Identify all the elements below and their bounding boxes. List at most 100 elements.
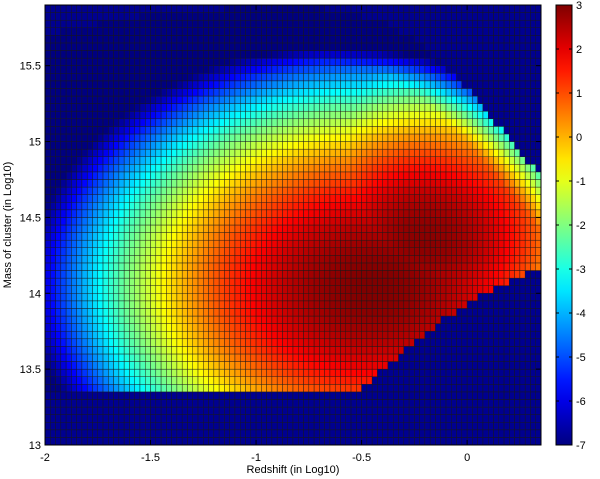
heatmap-cell [86, 247, 93, 256]
heatmap-cell [414, 133, 420, 142]
heatmap-cell [371, 156, 378, 165]
heatmap-cell [234, 5, 241, 13]
heatmap-cell [313, 414, 320, 423]
heatmap-cell [208, 255, 215, 264]
heatmap-cell [150, 300, 157, 309]
heatmap-cell [466, 399, 473, 408]
heatmap-cell [340, 315, 346, 324]
heatmap-cell [160, 429, 167, 438]
heatmap-cell [398, 277, 405, 286]
heatmap-cell [181, 323, 188, 332]
heatmap-cell [366, 35, 373, 44]
heatmap-cell [229, 368, 236, 377]
heatmap-cell [240, 126, 246, 135]
heatmap-cell [408, 429, 415, 438]
heatmap-cell [224, 384, 230, 393]
heatmap-cell [345, 224, 352, 233]
heatmap-cell [176, 57, 183, 66]
heatmap-cell [382, 118, 389, 127]
heatmap-cell [445, 368, 452, 377]
heatmap-cell [139, 429, 146, 438]
heatmap-cell [213, 361, 220, 370]
heatmap-cell [255, 255, 262, 264]
heatmap-cell [50, 224, 56, 233]
heatmap-cell [213, 338, 220, 347]
heatmap-cell [60, 255, 67, 264]
heatmap-cell [134, 406, 141, 415]
heatmap-cell [166, 57, 172, 66]
heatmap-cell [92, 391, 98, 400]
heatmap-cell [102, 194, 109, 203]
heatmap-cell [197, 346, 204, 355]
heatmap-cell [271, 73, 278, 82]
heatmap-cell [377, 202, 383, 211]
heatmap-cell [440, 103, 447, 112]
heatmap-cell [150, 414, 157, 423]
heatmap-cell [371, 35, 378, 44]
heatmap-cell [366, 224, 373, 233]
heatmap-cell [266, 338, 273, 347]
heatmap-cell [203, 95, 209, 104]
heatmap-cell [240, 50, 246, 59]
heatmap-cell [472, 73, 478, 82]
heatmap-cell [350, 186, 357, 195]
heatmap-cell [245, 209, 252, 218]
heatmap-cell [282, 368, 288, 377]
heatmap-cell [150, 202, 157, 211]
heatmap-cell [387, 270, 394, 279]
heatmap-cell [350, 414, 357, 423]
heatmap-cell [250, 209, 257, 218]
heatmap-cell [482, 391, 489, 400]
heatmap-cell [366, 194, 373, 203]
heatmap-cell [113, 399, 120, 408]
heatmap-cell [461, 391, 468, 400]
heatmap-cell [451, 164, 457, 173]
heatmap-cell [234, 224, 241, 233]
heatmap-cell [466, 65, 473, 74]
heatmap-cell [139, 118, 146, 127]
heatmap-cell [334, 308, 341, 317]
heatmap-cell [382, 384, 389, 393]
heatmap-cell [65, 50, 72, 59]
heatmap-cell [250, 35, 257, 44]
heatmap-cell [461, 27, 468, 36]
heatmap-cell [213, 95, 220, 104]
heatmap-cell [218, 239, 225, 248]
heatmap-cell [319, 262, 325, 271]
heatmap-cell [55, 293, 62, 302]
heatmap-cell [50, 308, 56, 317]
heatmap-cell [171, 353, 178, 362]
heatmap-cell [176, 376, 183, 385]
heatmap-cell [329, 353, 336, 362]
heatmap-cell [171, 270, 178, 279]
heatmap-cell [276, 186, 283, 195]
heatmap-cell [150, 156, 157, 165]
heatmap-cell [208, 406, 215, 415]
heatmap-cell [266, 118, 273, 127]
heatmap-cell [171, 277, 178, 286]
heatmap-cell [393, 323, 399, 332]
heatmap-cell [118, 202, 125, 211]
heatmap-cell [86, 277, 93, 286]
heatmap-cell [482, 330, 489, 340]
heatmap-cell [160, 110, 167, 120]
heatmap-cell [377, 368, 383, 377]
heatmap-cell [65, 330, 72, 340]
heatmap-cell [145, 126, 151, 135]
heatmap-cell [334, 239, 341, 248]
heatmap-cell [123, 35, 130, 44]
heatmap-cell [435, 406, 441, 415]
heatmap-cell [414, 414, 420, 423]
heatmap-cell [145, 277, 151, 286]
heatmap-cell [498, 422, 505, 431]
heatmap-cell [292, 110, 299, 120]
heatmap-cell [276, 156, 283, 165]
heatmap-cell [139, 368, 146, 377]
heatmap-cell [55, 239, 62, 248]
heatmap-cell [171, 186, 178, 195]
heatmap-cell [255, 19, 262, 28]
heatmap-cell [419, 330, 426, 340]
heatmap-cell [203, 300, 209, 309]
heatmap-cell [334, 232, 341, 241]
heatmap-cell [213, 88, 220, 97]
